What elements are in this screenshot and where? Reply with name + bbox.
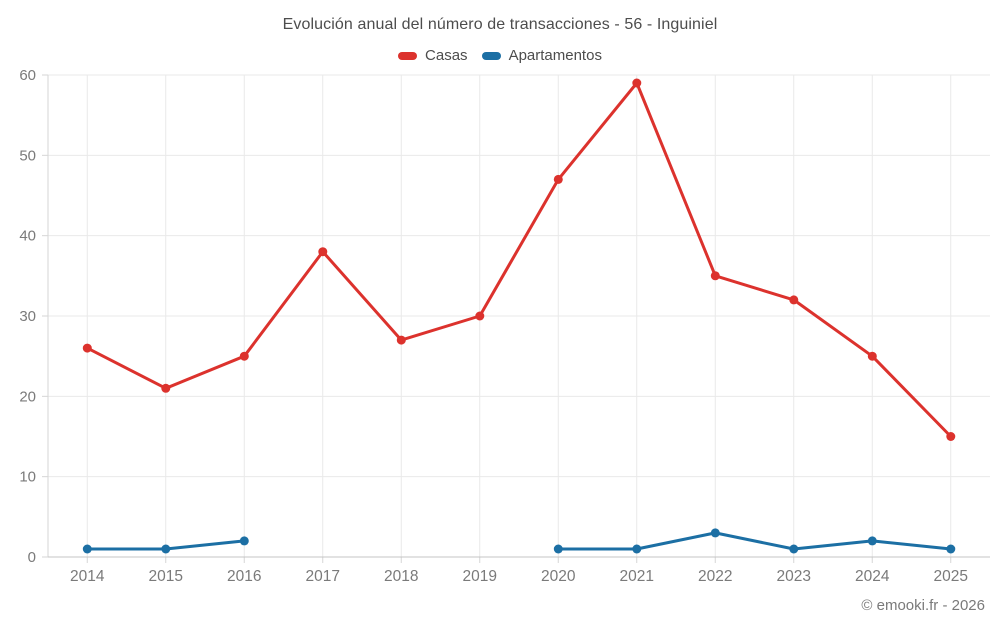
data-point-apartamentos-2020 <box>553 544 563 554</box>
data-point-apartamentos-2014 <box>82 544 92 554</box>
y-tick-label: 20 <box>19 388 36 405</box>
data-point-casas-2016 <box>239 351 249 361</box>
data-point-casas-2017 <box>318 247 328 257</box>
legend-item-apartamentos[interactable]: Apartamentos <box>481 47 602 64</box>
data-point-apartamentos-2015 <box>161 544 171 554</box>
y-tick-label: 10 <box>19 469 36 486</box>
x-tick-label: 2025 <box>934 568 968 585</box>
legend-item-casas[interactable]: Casas <box>398 47 468 64</box>
series-line-casas <box>85 81 953 438</box>
data-point-apartamentos-2025 <box>946 544 956 554</box>
x-tick-label: 2023 <box>777 568 811 585</box>
x-tick-label: 2018 <box>384 568 418 585</box>
y-tick-label: 60 <box>19 67 36 84</box>
x-tick-label: 2020 <box>541 568 576 585</box>
x-tick-label: 2015 <box>149 568 183 585</box>
data-point-apartamentos-2023 <box>789 544 799 554</box>
x-tick-label: 2022 <box>698 568 732 585</box>
data-point-apartamentos-2024 <box>867 536 877 546</box>
legend-label: Apartamentos <box>508 47 602 64</box>
data-point-casas-2014 <box>82 343 92 353</box>
series-line-apartamentos <box>85 531 953 551</box>
legend-swatch-apartamentos <box>481 51 501 60</box>
x-tick-label: 2017 <box>306 568 340 585</box>
y-tick-label: 0 <box>28 549 36 566</box>
x-tick-label: 2016 <box>227 568 261 585</box>
data-point-casas-2024 <box>867 351 877 361</box>
data-point-apartamentos-2016 <box>239 536 249 546</box>
chart-legend: Casas Apartamentos <box>0 47 1000 64</box>
data-point-casas-2021 <box>632 78 642 88</box>
data-point-casas-2018 <box>396 335 406 345</box>
legend-swatch-casas <box>398 51 418 60</box>
data-point-casas-2022 <box>710 271 720 281</box>
data-point-casas-2025 <box>946 432 956 441</box>
y-tick-label: 50 <box>19 147 36 164</box>
copyright-footer: © emooki.fr - 2026 <box>861 597 985 614</box>
legend-label: Casas <box>425 47 468 64</box>
y-tick-label: 40 <box>19 228 36 245</box>
data-point-casas-2019 <box>475 311 485 321</box>
x-tick-label: 2024 <box>855 568 890 585</box>
x-tick-label: 2019 <box>463 568 497 585</box>
y-tick-label: 30 <box>19 308 36 325</box>
data-point-apartamentos-2021 <box>632 544 642 554</box>
data-point-casas-2023 <box>789 295 799 305</box>
x-tick-label: 2021 <box>620 568 654 585</box>
data-point-apartamentos-2022 <box>710 528 720 538</box>
x-tick-label: 2014 <box>70 568 105 585</box>
chart-title: Evolución anual del número de transaccio… <box>282 16 718 33</box>
data-point-casas-2015 <box>161 383 171 393</box>
data-point-casas-2020 <box>553 174 563 184</box>
